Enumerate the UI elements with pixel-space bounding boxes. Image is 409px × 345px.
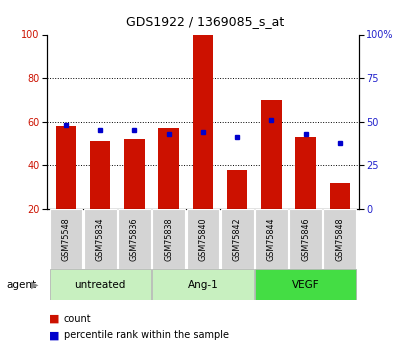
Bar — [329, 183, 349, 209]
Bar — [124, 139, 144, 209]
Text: GSM75834: GSM75834 — [95, 217, 104, 261]
Text: Ang-1: Ang-1 — [187, 280, 218, 289]
Text: ■: ■ — [49, 331, 60, 340]
Bar — [220, 209, 253, 269]
Bar — [83, 209, 117, 269]
Bar — [294, 137, 315, 209]
Bar — [90, 141, 110, 209]
Bar — [323, 209, 355, 269]
Bar — [56, 126, 76, 209]
Bar — [261, 100, 281, 209]
Bar — [288, 209, 321, 269]
Bar — [254, 269, 355, 300]
Bar — [152, 269, 253, 300]
Bar — [226, 169, 247, 209]
Text: count: count — [63, 314, 91, 324]
Bar — [158, 128, 179, 209]
Bar — [49, 209, 82, 269]
Text: ▶: ▶ — [31, 280, 38, 289]
Text: GSM75838: GSM75838 — [164, 217, 173, 261]
Text: GDS1922 / 1369085_s_at: GDS1922 / 1369085_s_at — [126, 16, 283, 29]
Text: GSM75548: GSM75548 — [61, 217, 70, 261]
Text: GSM75848: GSM75848 — [335, 217, 344, 261]
Text: VEGF: VEGF — [291, 280, 319, 289]
Text: GSM75836: GSM75836 — [130, 217, 139, 261]
Bar — [152, 209, 185, 269]
Text: untreated: untreated — [74, 280, 126, 289]
Text: ■: ■ — [49, 314, 60, 324]
Bar — [192, 34, 213, 209]
Bar — [186, 209, 219, 269]
Text: GSM75840: GSM75840 — [198, 217, 207, 261]
Bar — [254, 209, 287, 269]
Text: GSM75844: GSM75844 — [266, 217, 275, 261]
Bar — [49, 269, 151, 300]
Bar — [118, 209, 151, 269]
Text: agent: agent — [6, 280, 36, 289]
Text: GSM75842: GSM75842 — [232, 217, 241, 261]
Text: percentile rank within the sample: percentile rank within the sample — [63, 331, 228, 340]
Text: GSM75846: GSM75846 — [301, 217, 310, 261]
